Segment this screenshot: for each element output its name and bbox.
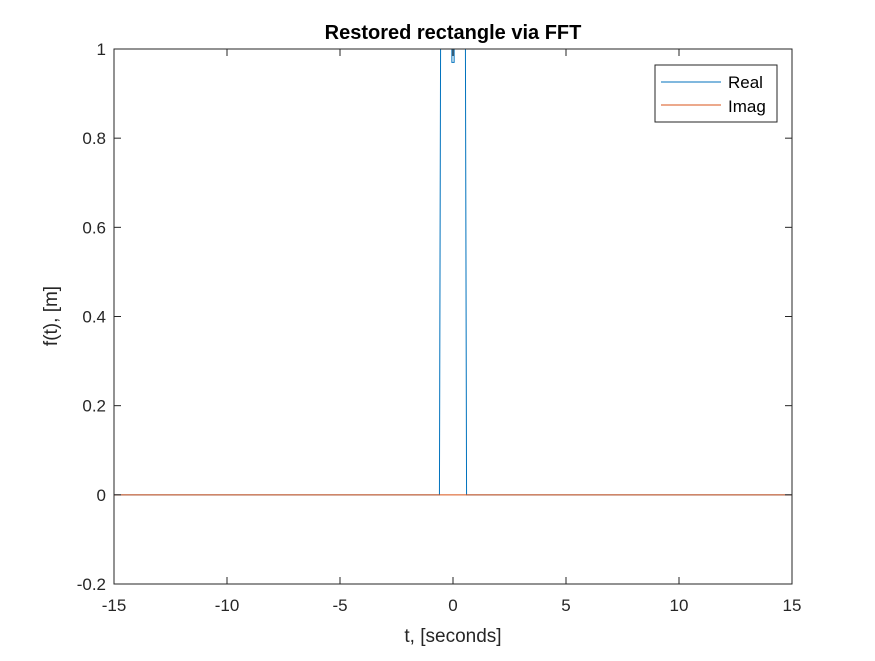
x-tick-label: 10 bbox=[670, 596, 689, 615]
x-tick-label: 0 bbox=[448, 596, 457, 615]
series-line-real bbox=[114, 48, 792, 496]
y-tick-label: 0.8 bbox=[82, 129, 106, 148]
x-tick-label: 15 bbox=[783, 596, 802, 615]
ticks-layer: -15 -10 -5 0 5 10 15 -0.2 0 0.2 0.4 0.6 0.8 1 bbox=[77, 40, 802, 615]
legend-label-imag: Imag bbox=[728, 97, 766, 116]
y-tick-label: 0 bbox=[97, 486, 106, 505]
x-tick-label: -10 bbox=[215, 596, 240, 615]
legend-label-real: Real bbox=[728, 73, 763, 92]
y-tick-label: 0.6 bbox=[82, 218, 106, 237]
y-tick-label: 1 bbox=[97, 40, 106, 59]
x-axis-label: t, [seconds] bbox=[404, 626, 501, 647]
x-tick-label: 5 bbox=[561, 596, 570, 615]
y-tick-label: 0.4 bbox=[82, 308, 106, 327]
chart-title: Restored rectangle via FFT bbox=[325, 22, 582, 44]
y-tick-label: 0.2 bbox=[82, 397, 106, 416]
series-layer bbox=[114, 48, 792, 496]
x-tick-label: -5 bbox=[332, 596, 347, 615]
x-tick-label: -15 bbox=[102, 596, 127, 615]
plot-area-background bbox=[114, 49, 792, 584]
y-axis-label: f(t), [m] bbox=[41, 286, 62, 346]
legend[interactable]: Real Imag bbox=[654, 64, 778, 123]
y-tick-label: -0.2 bbox=[77, 575, 106, 594]
legend-box bbox=[654, 64, 778, 123]
